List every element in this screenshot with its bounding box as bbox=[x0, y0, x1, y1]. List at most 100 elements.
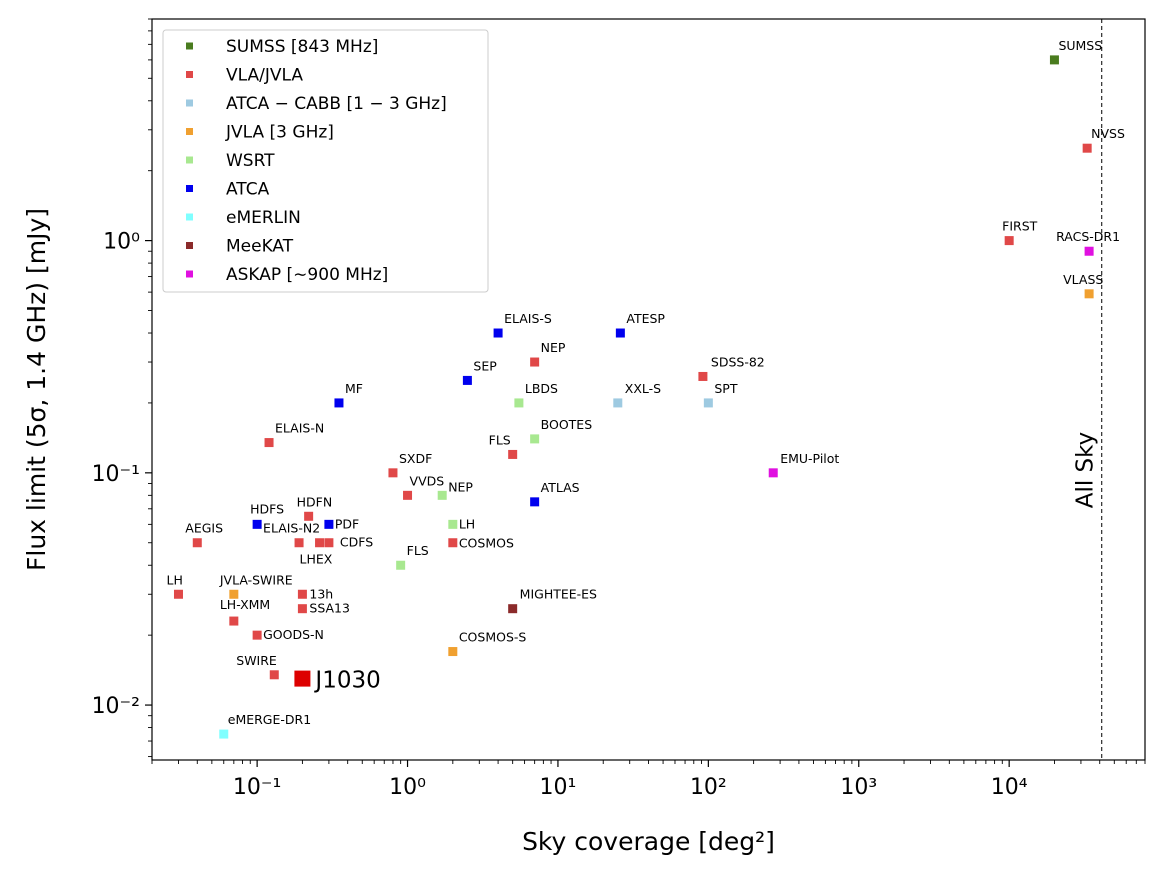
point-label: ATESP bbox=[626, 311, 665, 326]
point-nvss bbox=[1082, 143, 1092, 153]
legend-marker bbox=[186, 128, 193, 135]
point-aegis bbox=[192, 538, 202, 548]
point-cosmos-s bbox=[448, 647, 458, 657]
point-label: NEP bbox=[448, 479, 473, 494]
point-label: LH bbox=[459, 516, 475, 531]
point-xxl-s bbox=[613, 398, 623, 408]
all-sky-line: All Sky bbox=[1073, 19, 1103, 760]
point-label: AEGIS bbox=[185, 521, 223, 536]
point-label: COSMOS bbox=[459, 536, 514, 551]
point-label: SPT bbox=[714, 381, 737, 396]
point-j1030 bbox=[294, 670, 311, 687]
x-tick-label: 10³ bbox=[840, 775, 877, 800]
legend-marker bbox=[186, 213, 193, 221]
point-label: JVLA-SWIRE bbox=[219, 572, 293, 587]
point-label: VVDS bbox=[410, 473, 445, 488]
legend-marker bbox=[186, 71, 193, 78]
point-fls bbox=[396, 560, 406, 570]
x-tick-label: 10⁻¹ bbox=[233, 775, 281, 800]
point-label: FIRST bbox=[1002, 219, 1037, 234]
point-fls bbox=[508, 449, 518, 459]
point-sxdf bbox=[388, 468, 398, 478]
point-swire bbox=[269, 670, 279, 680]
point-nep bbox=[530, 357, 540, 367]
point-label: FLS bbox=[489, 432, 511, 447]
point-elais-n2 bbox=[294, 538, 304, 548]
point-label: SEP bbox=[473, 358, 497, 373]
point-label: ATLAS bbox=[541, 480, 580, 495]
point-atesp bbox=[615, 328, 625, 338]
legend-entry: eMERLIN bbox=[226, 208, 301, 228]
y-tick-label: 10⁰ bbox=[103, 230, 140, 255]
legend-marker bbox=[186, 99, 193, 107]
point-emu-pilot bbox=[768, 468, 778, 478]
point-mightee-es bbox=[508, 604, 518, 614]
point-bootes bbox=[530, 434, 540, 444]
highlight-label: J1030 bbox=[313, 668, 380, 694]
y-tick-label: 10⁻¹ bbox=[92, 462, 140, 487]
point-label: HDFN bbox=[297, 494, 333, 509]
x-tick-label: 10² bbox=[690, 775, 727, 800]
point-elais-n bbox=[264, 438, 274, 448]
point-elais-s bbox=[493, 328, 503, 338]
point-label: XXL-S bbox=[625, 381, 661, 396]
point-mf bbox=[334, 398, 344, 408]
axes-ticks: 10⁻¹ 10⁰ 10¹ 10² 10³ 10⁴ 10⁻² 10⁻¹ 10⁰ bbox=[92, 18, 1146, 800]
point-label: SWIRE bbox=[236, 653, 277, 668]
legend-entry: WSRT bbox=[226, 151, 275, 171]
x-tick-label: 10¹ bbox=[540, 775, 577, 800]
point-label: SSA13 bbox=[309, 601, 350, 616]
legend-marker bbox=[186, 185, 193, 192]
point-label: PDF bbox=[335, 516, 359, 531]
point-label: FLS bbox=[407, 543, 429, 558]
point-label: NEP bbox=[541, 340, 566, 355]
data-points bbox=[173, 55, 1094, 739]
point-label: VLASS bbox=[1063, 272, 1103, 287]
point-label: RACS-DR1 bbox=[1056, 229, 1120, 244]
point-label: MF bbox=[345, 381, 363, 396]
point-hdfn bbox=[304, 511, 314, 521]
legend-entry: VLA/JVLA bbox=[226, 66, 303, 86]
point-atlas bbox=[530, 497, 540, 507]
legend-entry: SUMSS [843 MHz] bbox=[226, 37, 378, 57]
point-label: 13h bbox=[309, 586, 333, 601]
point-label: COSMOS-S bbox=[459, 630, 527, 645]
point-13h bbox=[297, 589, 307, 599]
point-label: BOOTES bbox=[541, 417, 593, 432]
point-lh bbox=[173, 589, 183, 599]
all-sky-label: All Sky bbox=[1073, 432, 1099, 509]
x-tick-label: 10⁴ bbox=[991, 775, 1028, 800]
point-cdfs bbox=[324, 538, 334, 548]
legend-marker bbox=[186, 42, 193, 50]
point-label: ELAIS-S bbox=[504, 311, 552, 326]
point-pdf bbox=[324, 519, 334, 529]
point-sep bbox=[462, 375, 472, 385]
point-goods-n bbox=[252, 630, 262, 640]
y-axis-label: Flux limit (5σ, 1.4 GHz) [mJy] bbox=[22, 208, 51, 571]
point-label: LH-XMM bbox=[220, 597, 270, 612]
point-label: MIGHTEE-ES bbox=[520, 587, 597, 602]
point-label: SDSS-82 bbox=[711, 354, 765, 369]
point-label: SXDF bbox=[399, 451, 432, 466]
point-sumss bbox=[1049, 55, 1059, 65]
point-hdfs bbox=[252, 519, 262, 529]
legend-entry: JVLA [3 GHz] bbox=[225, 123, 334, 143]
legend: SUMSS [843 MHz] VLA/JVLA ATCA − CABB [1 − … bbox=[162, 29, 489, 293]
point-vlass bbox=[1084, 289, 1094, 299]
point-label: ELAIS-N bbox=[275, 421, 324, 436]
legend-entry: ASKAP [∼900 MHz] bbox=[226, 265, 388, 285]
point-sdss-82 bbox=[698, 371, 708, 381]
x-axis-label: Sky coverage [deg²] bbox=[522, 827, 775, 856]
point-label: CDFS bbox=[340, 535, 373, 550]
point-lh bbox=[448, 519, 458, 529]
point-label: NVSS bbox=[1091, 126, 1125, 141]
point-label: LHEX bbox=[300, 552, 333, 567]
point-lbds bbox=[514, 398, 524, 408]
point-label: LBDS bbox=[525, 381, 558, 396]
point-vvds bbox=[403, 490, 413, 500]
point-label: ELAIS-N2 bbox=[263, 521, 320, 536]
point-emerge-dr1 bbox=[219, 729, 229, 739]
point-racs-dr1 bbox=[1084, 246, 1094, 256]
point-label: SUMSS bbox=[1058, 38, 1102, 53]
